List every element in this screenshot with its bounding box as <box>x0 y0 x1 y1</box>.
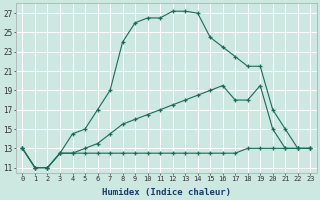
X-axis label: Humidex (Indice chaleur): Humidex (Indice chaleur) <box>102 188 231 197</box>
